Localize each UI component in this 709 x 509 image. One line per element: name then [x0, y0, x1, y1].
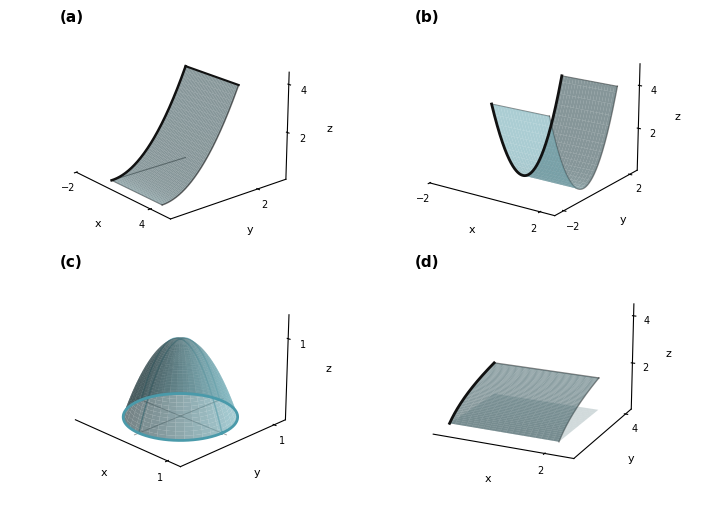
- Y-axis label: y: y: [627, 453, 635, 463]
- X-axis label: x: x: [94, 218, 101, 229]
- Text: (d): (d): [415, 254, 439, 269]
- X-axis label: x: x: [485, 473, 491, 483]
- Y-axis label: y: y: [247, 224, 254, 234]
- Text: (b): (b): [415, 10, 439, 25]
- X-axis label: x: x: [101, 467, 107, 477]
- Text: (c): (c): [60, 254, 83, 269]
- Y-axis label: y: y: [620, 215, 626, 224]
- Y-axis label: y: y: [254, 467, 260, 477]
- X-axis label: x: x: [469, 225, 475, 235]
- Text: (a): (a): [60, 10, 84, 25]
